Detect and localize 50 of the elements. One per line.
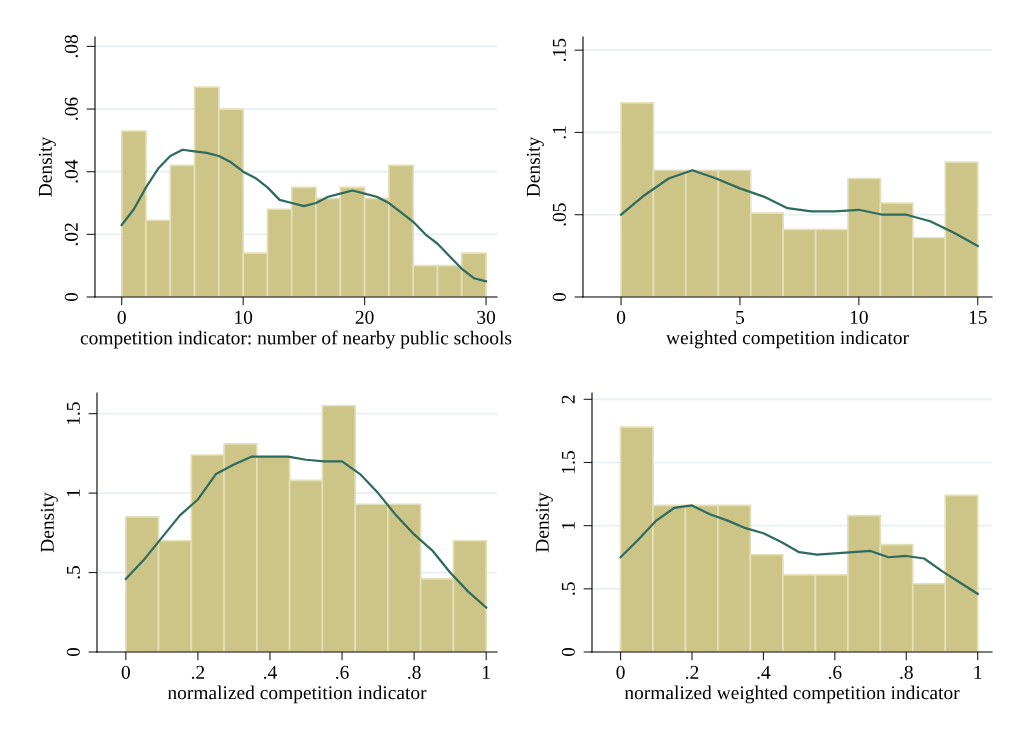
x-tick-label: 1 — [974, 665, 982, 679]
y-tick-label: 1 — [561, 521, 575, 529]
line-series — [124, 455, 488, 609]
x-tick-label: 0 — [121, 665, 130, 679]
y-tick-label: 1.5 — [66, 402, 80, 425]
x-tick-label: .6 — [828, 665, 842, 679]
x-tick-label: 1 — [483, 665, 490, 679]
line-series — [619, 504, 979, 595]
x-axis-title: normalized weighted competition indicator — [624, 685, 960, 704]
y-tick-label: .08 — [64, 34, 78, 58]
line-series — [120, 148, 488, 283]
x-tick-label: 10 — [850, 310, 868, 324]
x-tick-label: 10 — [235, 310, 253, 324]
x-tick-label: .2 — [685, 665, 699, 679]
y-tick-label: 1 — [66, 489, 80, 497]
y-tick-label: .15 — [552, 38, 566, 62]
x-tick-label: 0 — [117, 310, 126, 324]
line-series — [619, 169, 979, 248]
y-tick-label: .5 — [561, 582, 575, 595]
y-tick-label: .04 — [64, 159, 78, 183]
y-tick-label: 0 — [552, 292, 566, 302]
x-tick-label: .2 — [191, 665, 205, 679]
x-tick-label: 0 — [616, 665, 625, 679]
x-tick-label: .4 — [263, 665, 277, 679]
x-axis-title: normalized competition indicator — [167, 685, 427, 704]
y-tick-label: .5 — [66, 566, 80, 579]
x-tick-label: 20 — [355, 310, 374, 324]
y-axis-title: Density — [40, 492, 58, 553]
x-axis-title: competition indicator: number of nearby public schools — [80, 330, 512, 349]
y-tick-label: 1.5 — [561, 451, 575, 473]
y-tick-label: .1 — [552, 126, 566, 139]
x-tick-label: .4 — [757, 665, 771, 679]
x-tick-label: .8 — [408, 665, 421, 679]
y-tick-label: 0 — [561, 647, 575, 657]
x-tick-label: 0 — [616, 310, 626, 324]
y-tick-label: 2 — [561, 395, 575, 404]
x-tick-label: 30 — [477, 310, 496, 324]
y-axis-title: Density — [526, 136, 544, 197]
x-tick-label: .8 — [900, 665, 913, 679]
y-tick-label: 0 — [66, 647, 80, 657]
x-tick-label: .6 — [336, 665, 349, 679]
y-tick-label: .02 — [64, 223, 78, 246]
x-tick-label: 5 — [736, 310, 745, 324]
y-tick-label: .06 — [64, 97, 78, 120]
y-tick-label: .05 — [552, 203, 566, 226]
y-axis-title: Density — [38, 136, 56, 197]
x-axis-title: weighted competition indicator — [666, 330, 909, 349]
x-tick-label: 15 — [969, 310, 987, 324]
y-axis-title: Density — [535, 492, 553, 553]
y-tick-label: 0 — [64, 292, 78, 302]
